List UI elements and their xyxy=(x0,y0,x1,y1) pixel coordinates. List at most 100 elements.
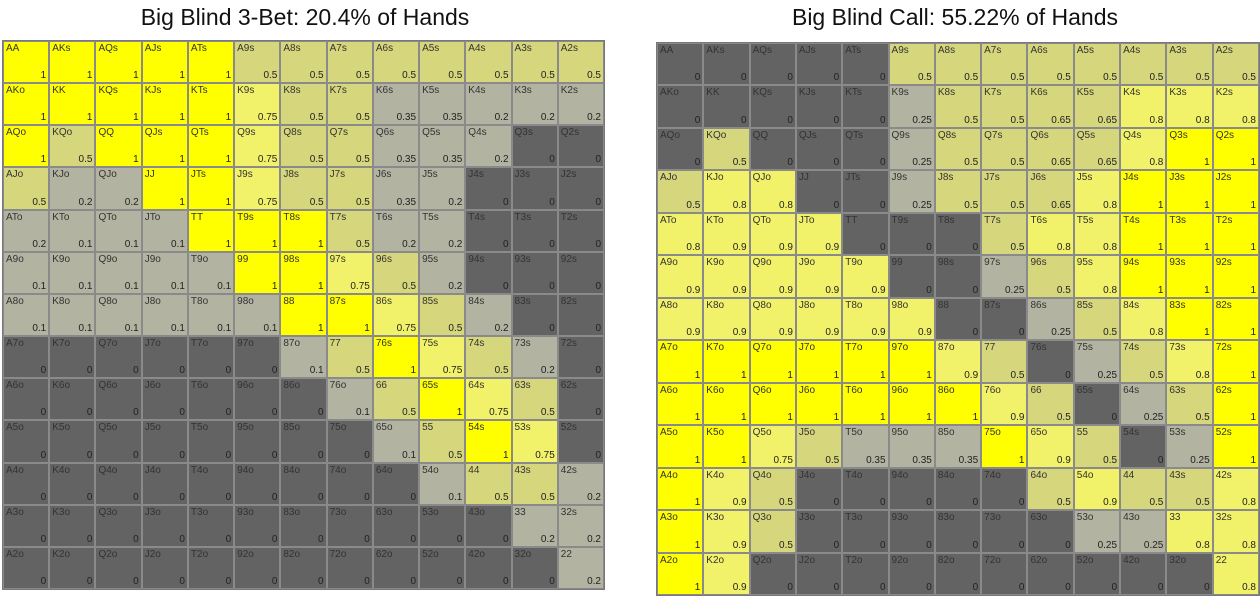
hand-cell: 95s 0.2 xyxy=(419,251,466,294)
hand-label: T2s xyxy=(560,211,578,223)
hand-label: A7o xyxy=(6,338,24,350)
hand-label: 32o xyxy=(1169,554,1187,566)
hand-label: ATs xyxy=(190,43,207,54)
frequency-label: 1 xyxy=(225,112,232,124)
hand-cell: 74o 0 xyxy=(326,462,373,505)
frequency-label: 0.5 xyxy=(1010,369,1025,381)
hand-cell: A4s 0.5 xyxy=(465,41,512,84)
frequency-label: 0.35 xyxy=(396,112,417,124)
hand-cell: Q4s 0.2 xyxy=(465,125,512,168)
frequency-label: 0.8 xyxy=(732,199,747,211)
hand-cell: 75o 1 xyxy=(981,425,1028,468)
hand-label: J7o xyxy=(144,338,161,350)
frequency-label: 0.5 xyxy=(1056,284,1071,296)
hand-cell: 42o 0 xyxy=(1120,552,1167,595)
hand-cell: A6o 1 xyxy=(657,382,704,426)
hand-label: Q5o xyxy=(752,427,772,439)
hand-label: 73s xyxy=(1169,342,1186,354)
hand-label: T3s xyxy=(514,211,532,223)
hand-label: Q5o xyxy=(98,422,118,434)
hand-cell: 43s 0.5 xyxy=(1166,467,1213,511)
hand-label: A3s xyxy=(1169,45,1187,56)
hand-label: Q5s xyxy=(422,127,441,139)
hand-cell: T9o 0.9 xyxy=(842,255,889,298)
frequency-label: 0 xyxy=(595,323,601,335)
hand-cell: AA 1 xyxy=(3,41,50,84)
hand-label: A9o xyxy=(6,253,24,265)
hand-cell: T2s 1 xyxy=(1212,212,1259,256)
hand-cell: T8s 1 xyxy=(280,209,327,252)
hand-cell: KTs 0 xyxy=(842,85,889,128)
hand-label: ATs xyxy=(845,45,862,56)
hand-cell: 83s 1 xyxy=(1166,297,1213,341)
frequency-label: 0.5 xyxy=(779,497,793,509)
frequency-label: 0.1 xyxy=(124,323,139,335)
hand-label: 42o xyxy=(468,548,485,560)
frequency-label: 0.9 xyxy=(1103,497,1118,509)
hand-label: 65o xyxy=(1030,427,1048,439)
frequency-label: 0.5 xyxy=(355,154,370,166)
hand-label: 98o xyxy=(237,295,254,307)
hand-label: 97s xyxy=(329,253,346,265)
frequency-label: 1 xyxy=(694,454,701,466)
hand-cell: ATs 1 xyxy=(187,41,235,84)
frequency-label: 0 xyxy=(972,539,979,551)
frequency-label: 1 xyxy=(271,280,278,292)
hand-label: T5s xyxy=(422,211,439,223)
frequency-label: 0.8 xyxy=(1149,327,1164,339)
frequency-label: 0 xyxy=(879,72,886,84)
frequency-label: 0.5 xyxy=(448,70,463,82)
hand-cell: T8s 0 xyxy=(934,212,982,256)
hand-cell: Q7o 1 xyxy=(749,340,796,383)
hand-label: 54s xyxy=(1123,427,1140,439)
hand-cell: 87s 0 xyxy=(981,297,1028,341)
frequency-label: 0 xyxy=(364,449,370,461)
hand-cell: J7s 0.5 xyxy=(981,170,1028,213)
hand-cell: 43o 0 xyxy=(465,504,512,547)
hand-cell: 53o 0.25 xyxy=(1073,510,1121,553)
hand-cell: K8o 0.9 xyxy=(703,297,750,341)
hand-cell: J2o 0 xyxy=(795,552,843,595)
hand-cell: 84o 0 xyxy=(934,467,982,511)
hand-label: AJs xyxy=(144,43,162,54)
hand-label: J3s xyxy=(1169,172,1185,184)
frequency-label: 0.5 xyxy=(779,539,793,551)
frequency-label: 0.5 xyxy=(1195,72,1210,84)
hand-cell: T5o 0 xyxy=(187,420,235,463)
hand-cell: 42s 0.8 xyxy=(1212,467,1259,511)
frequency-label: 0.5 xyxy=(402,280,417,292)
frequency-label: 0.9 xyxy=(686,327,701,339)
hand-cell: Q8o 0.1 xyxy=(95,293,142,337)
frequency-label: 0 xyxy=(833,539,840,551)
hand-label: 85o xyxy=(283,422,301,434)
hand-cell: J3s 0 xyxy=(511,167,558,210)
hand-label: A9o xyxy=(660,257,678,269)
hand-label: 76o xyxy=(329,380,347,392)
hand-cell: KJo 0.2 xyxy=(49,167,96,210)
hand-label: 94s xyxy=(468,253,485,265)
hand-label: 88 xyxy=(937,299,949,311)
frequency-label: 0.8 xyxy=(1195,114,1210,126)
frequency-label: 0.9 xyxy=(732,582,747,593)
hand-cell: 83s 0 xyxy=(511,293,558,337)
hand-cell: 86o 1 xyxy=(934,382,982,426)
hand-cell: 32s 0.8 xyxy=(1212,510,1259,553)
frequency-label: 0 xyxy=(879,582,886,593)
hand-cell: KTo 0.1 xyxy=(49,209,96,252)
hand-cell: K5s 0.65 xyxy=(1073,85,1121,128)
hand-label: K6o xyxy=(52,380,71,392)
frequency-label: 0 xyxy=(40,491,47,503)
frequency-label: 0 xyxy=(926,242,932,254)
frequency-label: 0 xyxy=(318,533,324,545)
hand-cell: 86s 0.75 xyxy=(372,293,420,337)
hand-cell: K2s 0.2 xyxy=(557,83,604,126)
frequency-label: 0 xyxy=(502,576,509,587)
hand-cell: J9o 0.9 xyxy=(795,255,843,298)
frequency-label: 1 xyxy=(179,154,185,166)
hand-cell: KQo 0.5 xyxy=(49,125,96,168)
frequency-label: 0 xyxy=(833,157,840,169)
hand-label: 92o xyxy=(237,548,254,560)
hand-label: 82o xyxy=(283,548,301,560)
hand-cell: T8o 0.9 xyxy=(842,297,889,341)
hand-cell: K2s 0.8 xyxy=(1212,85,1259,128)
